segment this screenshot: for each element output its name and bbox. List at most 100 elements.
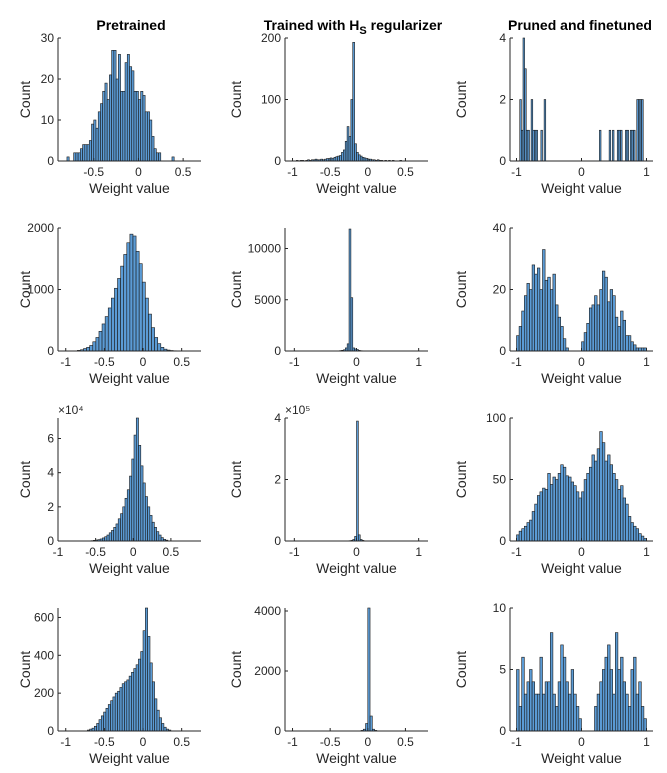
histogram-bar	[105, 707, 109, 732]
histogram-bar	[115, 523, 119, 542]
histogram-bar	[104, 316, 109, 352]
histogram-bar	[98, 331, 103, 352]
y-axis-label: Count	[453, 271, 469, 308]
y-tick-label: 2	[274, 473, 281, 487]
histogram-bar	[568, 693, 572, 732]
histogram-bar	[594, 460, 598, 542]
histogram-bar	[549, 484, 554, 542]
histogram-bar	[612, 473, 616, 542]
histogram-bar	[106, 534, 110, 542]
histogram-bar	[145, 297, 149, 352]
histogram-bar	[612, 693, 616, 732]
histogram-bar	[560, 464, 564, 542]
x-tick-label: -1	[289, 355, 300, 369]
histogram-bar	[107, 704, 111, 732]
y-tick-label: 400	[34, 648, 54, 662]
histogram-bar	[627, 335, 632, 352]
histogram-bar	[138, 99, 141, 162]
histogram-bar	[156, 152, 159, 162]
histogram-bar	[140, 465, 144, 542]
y-axis-label: Count	[453, 81, 469, 118]
histogram-bar	[356, 420, 359, 542]
x-tick-label: -0.5	[85, 545, 106, 559]
histogram-bar	[111, 297, 115, 352]
histogram-bar	[617, 489, 621, 542]
histogram-bar	[131, 672, 135, 732]
histogram-bar	[109, 74, 112, 162]
y-tick-label: 0	[274, 724, 281, 738]
histogram-bar	[369, 715, 373, 732]
histogram-bar	[86, 144, 90, 162]
bars	[360, 607, 378, 732]
column-title-part: S	[359, 25, 366, 37]
histogram-bar	[151, 327, 155, 352]
y-tick-label: 100	[486, 411, 506, 425]
y-exponent-label: ×10⁵	[285, 403, 310, 417]
y-tick-label: 0	[274, 154, 281, 168]
histogram-bar	[521, 528, 525, 542]
histogram-bar	[129, 475, 133, 542]
y-axis-label: Count	[17, 271, 33, 308]
histogram-bar	[565, 681, 569, 732]
histogram-bar	[518, 706, 522, 732]
subplot-r3-c1: -1 -0.5 0 0.5 0 2 4 6 ×10⁴ Weight value Count	[17, 403, 201, 576]
histogram-bar	[596, 448, 600, 542]
histogram-bar	[114, 692, 118, 732]
histogram-bar	[161, 723, 165, 732]
histogram-bar	[141, 281, 146, 352]
column-title-2: Trained with HS regularizer	[264, 17, 443, 37]
histogram-bar	[124, 497, 128, 542]
histogram-bar	[118, 54, 121, 162]
y-tick-label: 100	[261, 93, 281, 107]
histogram-bar	[111, 530, 114, 542]
y-axis-label: Count	[228, 461, 244, 498]
histogram-bar	[536, 693, 541, 732]
histogram-bar	[612, 129, 615, 162]
histogram-bar	[100, 715, 104, 732]
histogram-bar	[526, 681, 530, 732]
histogram-bar	[123, 254, 128, 352]
histogram-bar	[562, 338, 567, 352]
x-axis-label: Weight value	[541, 560, 622, 576]
x-tick-label: 0	[578, 165, 585, 179]
histogram-bar	[578, 497, 582, 542]
histogram-bar	[140, 651, 144, 732]
histogram-bar	[126, 679, 130, 732]
y-tick-label: 10000	[248, 242, 282, 256]
histogram-bar	[575, 491, 580, 542]
x-axis-label: Weight value	[89, 370, 170, 386]
histogram-bar	[625, 335, 629, 352]
histogram-bar	[352, 42, 355, 162]
x-tick-label: 0.5	[397, 735, 414, 749]
histogram-bar	[133, 91, 137, 162]
histogram-bar	[604, 276, 608, 352]
y-tick-label: 0	[499, 344, 506, 358]
y-tick-label: 0	[274, 344, 281, 358]
histogram-bar	[367, 607, 371, 732]
bars	[90, 417, 169, 542]
x-axis-label: Weight value	[316, 750, 397, 766]
histogram-bar	[88, 140, 92, 162]
x-tick-label: 0	[353, 355, 360, 369]
histogram-bar	[112, 696, 116, 732]
histogram-bar	[581, 491, 585, 542]
histogram-bar	[625, 693, 629, 732]
histogram-bar	[350, 297, 354, 352]
histogram-bar	[77, 152, 81, 162]
histogram-bar	[133, 668, 137, 732]
histogram-bar	[607, 644, 611, 732]
histogram-bar	[529, 519, 533, 542]
histogram-bar	[542, 249, 546, 352]
histogram-bar	[80, 148, 83, 162]
histogram-bar	[534, 503, 538, 542]
x-tick-label: -1	[511, 165, 522, 179]
histogram-bar	[104, 82, 108, 162]
histogram-bar	[565, 475, 569, 542]
y-tick-label: 200	[34, 686, 54, 700]
histogram-bar	[622, 319, 626, 352]
x-tick-label: 0	[135, 165, 142, 179]
histogram-bar	[633, 344, 637, 352]
histogram-bar	[588, 466, 593, 542]
